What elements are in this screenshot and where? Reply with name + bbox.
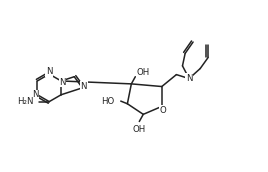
Text: N: N: [80, 82, 87, 91]
Text: N: N: [32, 90, 38, 99]
Text: H₂N: H₂N: [17, 97, 33, 106]
Text: N: N: [46, 67, 53, 77]
Text: N: N: [59, 78, 66, 87]
Text: O: O: [160, 106, 166, 115]
Text: OH: OH: [137, 68, 150, 77]
Text: OH: OH: [133, 125, 146, 135]
Text: N: N: [186, 74, 192, 83]
Text: HO: HO: [101, 97, 114, 106]
